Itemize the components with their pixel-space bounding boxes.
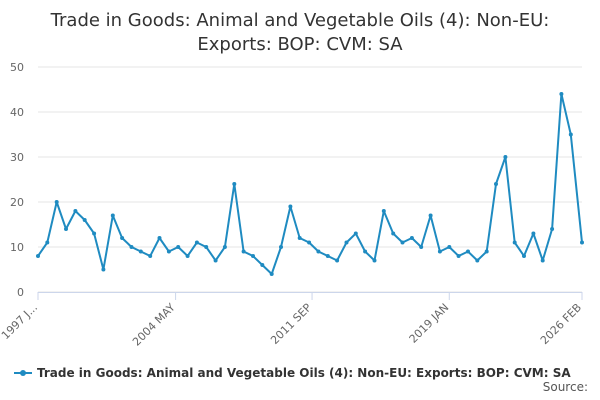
legend-label[interactable]: Trade in Goods: Animal and Vegetable Oil…: [37, 366, 571, 380]
data-point[interactable]: [391, 231, 396, 236]
data-point[interactable]: [307, 240, 312, 245]
data-point[interactable]: [522, 254, 526, 258]
data-point[interactable]: [559, 92, 564, 96]
y-tick-label: 30: [10, 151, 24, 164]
data-point[interactable]: [484, 249, 489, 254]
data-point[interactable]: [466, 249, 470, 254]
data-point[interactable]: [82, 218, 87, 222]
chart-title-line-2: Exports: BOP: CVM: SA: [197, 34, 403, 55]
data-point[interactable]: [232, 182, 237, 186]
data-point[interactable]: [204, 245, 209, 249]
x-tick-label: 2011 SEP: [268, 301, 314, 347]
data-point[interactable]: [92, 231, 97, 236]
data-point[interactable]: [260, 263, 265, 267]
data-point[interactable]: [269, 272, 274, 276]
x-tick-label: 1997 J...: [0, 301, 40, 342]
y-axis: 0 10 20 30 40 50: [10, 61, 24, 299]
y-tick-label: 40: [10, 106, 24, 119]
data-point[interactable]: [64, 227, 68, 231]
data-point[interactable]: [580, 240, 584, 245]
data-point[interactable]: [419, 245, 424, 249]
data-point[interactable]: [54, 200, 59, 204]
y-tick-label: 10: [10, 241, 24, 254]
data-point[interactable]: [213, 258, 218, 263]
x-tick-label: 2026 FEB: [538, 301, 584, 347]
data-point[interactable]: [437, 249, 442, 254]
data-point[interactable]: [531, 231, 536, 236]
data-point[interactable]: [400, 240, 405, 245]
data-point[interactable]: [185, 254, 190, 258]
data-point[interactable]: [222, 245, 227, 249]
y-tick-label: 20: [10, 196, 24, 209]
data-point[interactable]: [241, 249, 246, 254]
x-axis: 1997 J... 2004 MAY 2011 SEP 2019 JAN 2026 FE…: [0, 292, 584, 349]
data-point[interactable]: [194, 240, 199, 245]
data-point[interactable]: [110, 213, 115, 218]
data-point[interactable]: [138, 249, 143, 254]
series-area: [36, 92, 584, 276]
data-point[interactable]: [494, 182, 498, 186]
data-point[interactable]: [316, 249, 321, 254]
data-point[interactable]: [279, 245, 283, 249]
legend-point-marker: [20, 370, 26, 376]
data-point[interactable]: [176, 245, 181, 249]
data-point[interactable]: [381, 209, 386, 213]
data-point[interactable]: [120, 236, 125, 240]
data-point[interactable]: [166, 249, 171, 254]
data-point[interactable]: [568, 132, 573, 137]
data-point[interactable]: [148, 254, 153, 258]
data-point[interactable]: [45, 240, 50, 245]
data-point[interactable]: [363, 249, 368, 254]
x-tick-label: 2004 MAY: [130, 301, 178, 349]
source-credit: Source:: [543, 380, 588, 394]
x-tick-label: 2019 JAN: [407, 301, 452, 346]
data-point[interactable]: [36, 254, 40, 258]
data-point[interactable]: [73, 209, 78, 213]
data-point[interactable]: [353, 231, 358, 236]
data-point[interactable]: [325, 254, 330, 258]
data-point[interactable]: [129, 245, 134, 249]
data-point[interactable]: [428, 213, 433, 218]
data-point[interactable]: [251, 254, 255, 258]
data-point[interactable]: [409, 236, 414, 240]
data-point[interactable]: [475, 258, 480, 263]
data-point[interactable]: [503, 155, 508, 159]
data-point[interactable]: [297, 236, 302, 240]
y-tick-label: 50: [10, 61, 24, 74]
y-tick-label: 0: [17, 286, 24, 299]
data-point[interactable]: [344, 240, 349, 245]
data-point[interactable]: [447, 245, 452, 249]
data-point[interactable]: [288, 204, 293, 209]
gridlines: [38, 66, 582, 293]
data-point[interactable]: [101, 267, 106, 272]
data-point[interactable]: [550, 227, 555, 231]
chart-title-line-1: Trade in Goods: Animal and Vegetable Oil…: [50, 10, 550, 31]
data-point[interactable]: [456, 254, 461, 258]
data-point[interactable]: [512, 240, 517, 245]
data-point[interactable]: [335, 258, 340, 263]
data-point[interactable]: [540, 258, 545, 263]
data-point[interactable]: [372, 258, 377, 263]
data-point[interactable]: [157, 236, 162, 240]
legend[interactable]: Trade in Goods: Animal and Vegetable Oil…: [14, 366, 571, 380]
